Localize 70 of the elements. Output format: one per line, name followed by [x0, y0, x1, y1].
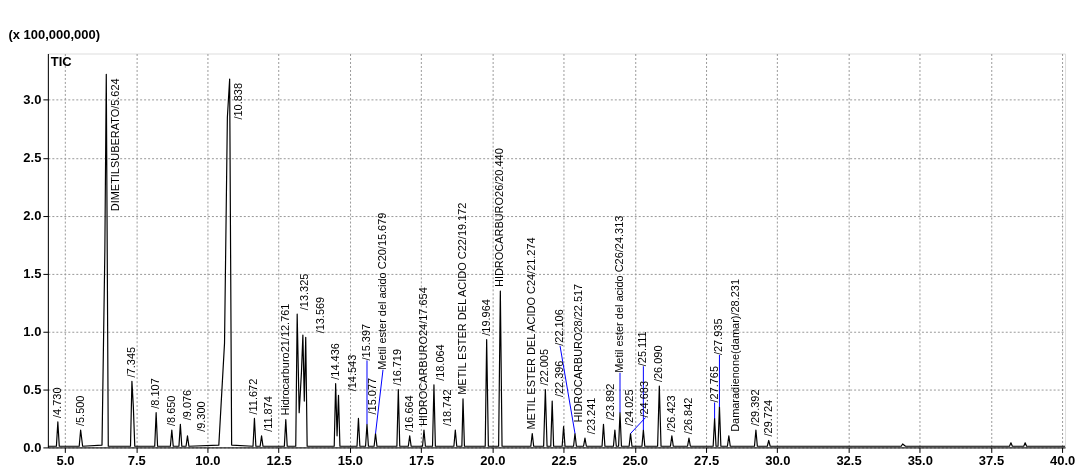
- annotation: /8.650: [164, 395, 177, 427]
- x-tick-label: 25.0: [622, 452, 648, 468]
- annotation: /9.076: [180, 389, 193, 421]
- annotation: /9.300: [195, 401, 208, 432]
- annotation: /25.111: [636, 331, 649, 367]
- annotation: DIMETILSUBERATO/5.624: [108, 78, 121, 212]
- annotation: /13.325: [297, 273, 310, 311]
- y-tick-label: 3.0: [23, 92, 42, 108]
- x-tick-label: 30.0: [765, 452, 791, 468]
- x-tick-label: 40.0: [1050, 452, 1076, 468]
- annotation: Metil ester del acido C26/24.313: [612, 215, 625, 373]
- annotation: /26.842: [681, 397, 694, 435]
- annotation: /14.436: [328, 343, 341, 380]
- annotation: /15.397: [359, 323, 372, 361]
- annotation: /7.345: [124, 346, 137, 378]
- annotation: /23.241: [585, 397, 598, 435]
- annotation: /5.500: [73, 395, 86, 427]
- y-tick-label: 2.0: [23, 208, 42, 224]
- x-tick-label: 5.0: [56, 452, 75, 468]
- annotation: /29.724: [761, 399, 774, 437]
- x-tick-label: 37.5: [978, 452, 1005, 468]
- y-tick-label: 0.5: [23, 381, 42, 397]
- annotation: /18.064: [434, 344, 447, 381]
- x-tick-label: 22.5: [551, 452, 577, 468]
- annotation: /27.765: [707, 365, 720, 403]
- annotation: /18.742: [440, 389, 453, 427]
- annotation: HIDROCARBURO28/22.517: [571, 283, 584, 423]
- annotation: /29.392: [748, 389, 761, 427]
- annotation: METIL ESTER DEL ACIDO C22/19.172: [456, 202, 468, 395]
- annotation: /16.664: [402, 395, 415, 432]
- x-tick-label: 27.5: [693, 452, 720, 468]
- x-tick-label: 17.5: [409, 452, 435, 468]
- annotation: /22.106: [553, 309, 566, 346]
- x-tick-label: 15.0: [337, 452, 363, 468]
- annotation: HIDROCARBURO26/20.440: [493, 148, 506, 288]
- annotation: METIL ESTER DEL ACIDO C24/21.274: [525, 237, 538, 430]
- annotation: /22.396: [552, 360, 565, 398]
- annotation: /10.838: [232, 82, 245, 120]
- y-tick-label: 0.0: [23, 439, 42, 455]
- annotation: HIDROCARBURO24/17.654: [416, 287, 429, 427]
- annotation: /11.874: [262, 396, 275, 432]
- annotation: /26.423: [664, 395, 677, 432]
- y-axis-title: (x 100,000,000): [8, 27, 100, 43]
- annotation: /15.077: [366, 377, 379, 415]
- annotation: /13.569: [313, 296, 326, 334]
- x-tick-label: 32.5: [836, 452, 862, 468]
- annotation: TIC: [50, 54, 72, 70]
- annotation: /11.672: [247, 378, 260, 415]
- annotation: /27.935: [712, 318, 725, 356]
- y-tick-label: 1.5: [23, 266, 42, 282]
- x-tick-label: 20.0: [480, 452, 506, 468]
- annotation: /22.005: [538, 348, 551, 386]
- annotation: /26.090: [652, 345, 665, 383]
- annotation: /24.025: [622, 389, 635, 427]
- x-tick-label: 10.0: [195, 452, 221, 468]
- annotation: Damaradienone(damar)/28.231: [729, 279, 742, 432]
- annotation: /14.543: [346, 354, 359, 392]
- x-tick-label: 12.5: [266, 452, 292, 468]
- x-tick-label: 7.5: [127, 452, 146, 468]
- annotation: Metil ester del acido C20/15.679: [376, 212, 389, 370]
- annotation: /4.730: [50, 387, 63, 418]
- y-tick-label: 2.5: [23, 150, 42, 166]
- annotation: /16.719: [391, 348, 404, 386]
- x-tick-label: 35.0: [907, 452, 933, 468]
- y-tick-label: 1.0: [23, 324, 42, 340]
- annotation: /24.683: [638, 381, 651, 418]
- annotation: /19.964: [479, 299, 492, 336]
- annotation: Hidrocarburo21/12.761: [278, 303, 291, 416]
- annotation: /8.107: [149, 378, 162, 409]
- annotation: /23.892: [603, 383, 616, 421]
